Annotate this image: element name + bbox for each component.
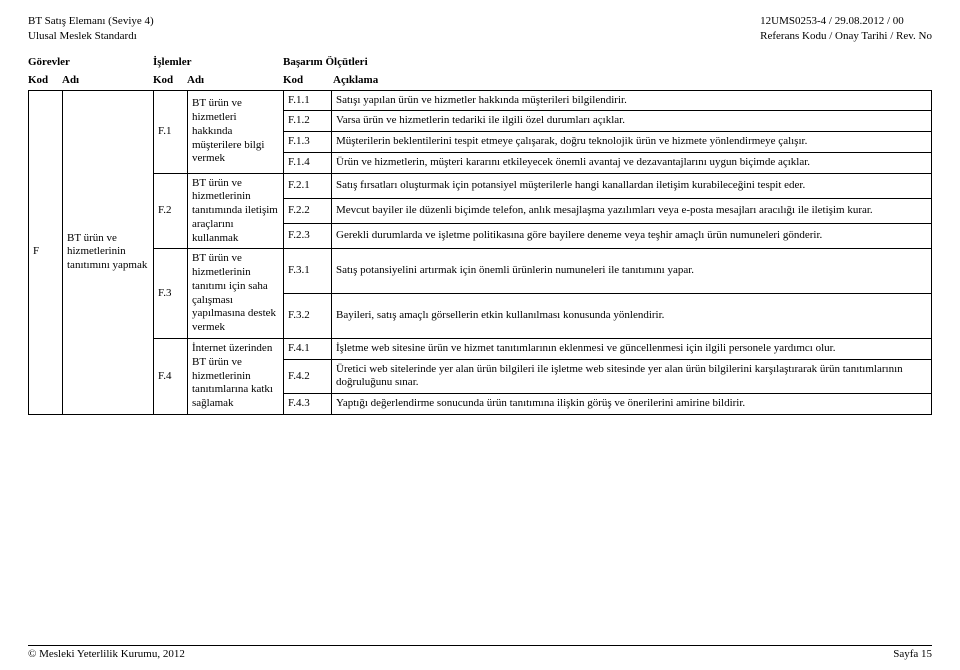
olcut-kod: F.1.4 — [284, 152, 332, 173]
section-headings: Görevler İşlemler Başarım Ölçütleri — [28, 56, 932, 68]
islem-adi: BT ürün ve hizmetlerinin tanıtımı için s… — [188, 249, 284, 339]
doc-ref-code: 12UMS0253-4 / 29.08.2012 / 00 — [760, 14, 932, 29]
islem-adi: BT ürün ve hizmetleri hakkında müşterile… — [188, 90, 284, 173]
table-row: F BT ürün ve hizmetlerinin tanıtımını ya… — [29, 90, 932, 111]
footer-copyright: © Mesleki Yeterlilik Kurumu, 2012 — [28, 648, 185, 660]
olcut-text: Satış potansiyelini artırmak için önemli… — [332, 249, 932, 294]
gorev-adi: BT ürün ve hizmetlerinin tanıtımını yapm… — [63, 90, 154, 414]
gorev-kod: F — [29, 90, 63, 414]
page-header: BT Satış Elemanı (Seviye 4) Ulusal Mesle… — [28, 14, 932, 44]
heading-islemler: İşlemler — [153, 56, 283, 68]
olcut-kod: F.1.1 — [284, 90, 332, 111]
islem-adi: BT ürün ve hizmetlerinin tanıtımında ile… — [188, 173, 284, 249]
olcut-text: Üretici web sitelerinde yer alan ürün bi… — [332, 359, 932, 394]
olcut-text: İşletme web sitesine ürün ve hizmet tanı… — [332, 338, 932, 359]
table-row: F.2 BT ürün ve hizmetlerinin tanıtımında… — [29, 173, 932, 198]
col-kod-2: Kod — [153, 74, 187, 86]
islem-adi: İnternet üzerinden BT ürün ve hizmetleri… — [188, 338, 284, 414]
islem-kod: F.3 — [154, 249, 188, 339]
olcut-text: Ürün ve hizmetlerin, müşteri kararını et… — [332, 152, 932, 173]
header-left: BT Satış Elemanı (Seviye 4) Ulusal Mesle… — [28, 14, 154, 44]
olcut-text: Mevcut bayiler ile düzenli biçimde telef… — [332, 198, 932, 223]
col-adi-2: Adı — [187, 74, 283, 86]
olcut-kod: F.4.2 — [284, 359, 332, 394]
col-adi-1: Adı — [62, 74, 153, 86]
header-right: 12UMS0253-4 / 29.08.2012 / 00 Referans K… — [760, 14, 932, 44]
column-headings: Kod Adı Kod Adı Kod Açıklama — [28, 74, 932, 86]
olcut-kod: F.2.2 — [284, 198, 332, 223]
col-kod-3: Kod — [283, 74, 333, 86]
islem-kod: F.2 — [154, 173, 188, 249]
olcut-text: Satış fırsatları oluşturmak için potansi… — [332, 173, 932, 198]
olcut-kod: F.2.3 — [284, 224, 332, 249]
olcut-text: Müşterilerin beklentilerini tespit etmey… — [332, 132, 932, 153]
olcut-text: Satışı yapılan ürün ve hizmetler hakkınd… — [332, 90, 932, 111]
heading-basarim: Başarım Ölçütleri — [283, 56, 932, 68]
doc-ref-labels: Referans Kodu / Onay Tarihi / Rev. No — [760, 29, 932, 44]
footer-page-number: Sayfa 15 — [893, 648, 932, 660]
page-footer: © Mesleki Yeterlilik Kurumu, 2012 Sayfa … — [28, 645, 932, 660]
doc-subtitle: Ulusal Meslek Standardı — [28, 29, 154, 44]
olcut-text: Varsa ürün ve hizmetlerin tedariki ile i… — [332, 111, 932, 132]
olcut-kod: F.1.3 — [284, 132, 332, 153]
olcut-kod: F.2.1 — [284, 173, 332, 198]
olcut-kod: F.1.2 — [284, 111, 332, 132]
olcut-kod: F.4.1 — [284, 338, 332, 359]
islem-kod: F.4 — [154, 338, 188, 414]
olcut-text: Yaptığı değerlendirme sonucunda ürün tan… — [332, 394, 932, 415]
olcut-kod: F.4.3 — [284, 394, 332, 415]
criteria-table: F BT ürün ve hizmetlerinin tanıtımını ya… — [28, 90, 932, 415]
olcut-text: Bayileri, satış amaçlı görsellerin etkin… — [332, 294, 932, 339]
olcut-kod: F.3.2 — [284, 294, 332, 339]
olcut-text: Gerekli durumlarda ve işletme politikası… — [332, 224, 932, 249]
col-kod-1: Kod — [28, 74, 62, 86]
table-row: F.3 BT ürün ve hizmetlerinin tanıtımı iç… — [29, 249, 932, 294]
col-aciklama: Açıklama — [333, 74, 932, 86]
table-row: F.4 İnternet üzerinden BT ürün ve hizmet… — [29, 338, 932, 359]
doc-title: BT Satış Elemanı (Seviye 4) — [28, 14, 154, 29]
olcut-kod: F.3.1 — [284, 249, 332, 294]
islem-kod: F.1 — [154, 90, 188, 173]
heading-gorevler: Görevler — [28, 56, 153, 68]
